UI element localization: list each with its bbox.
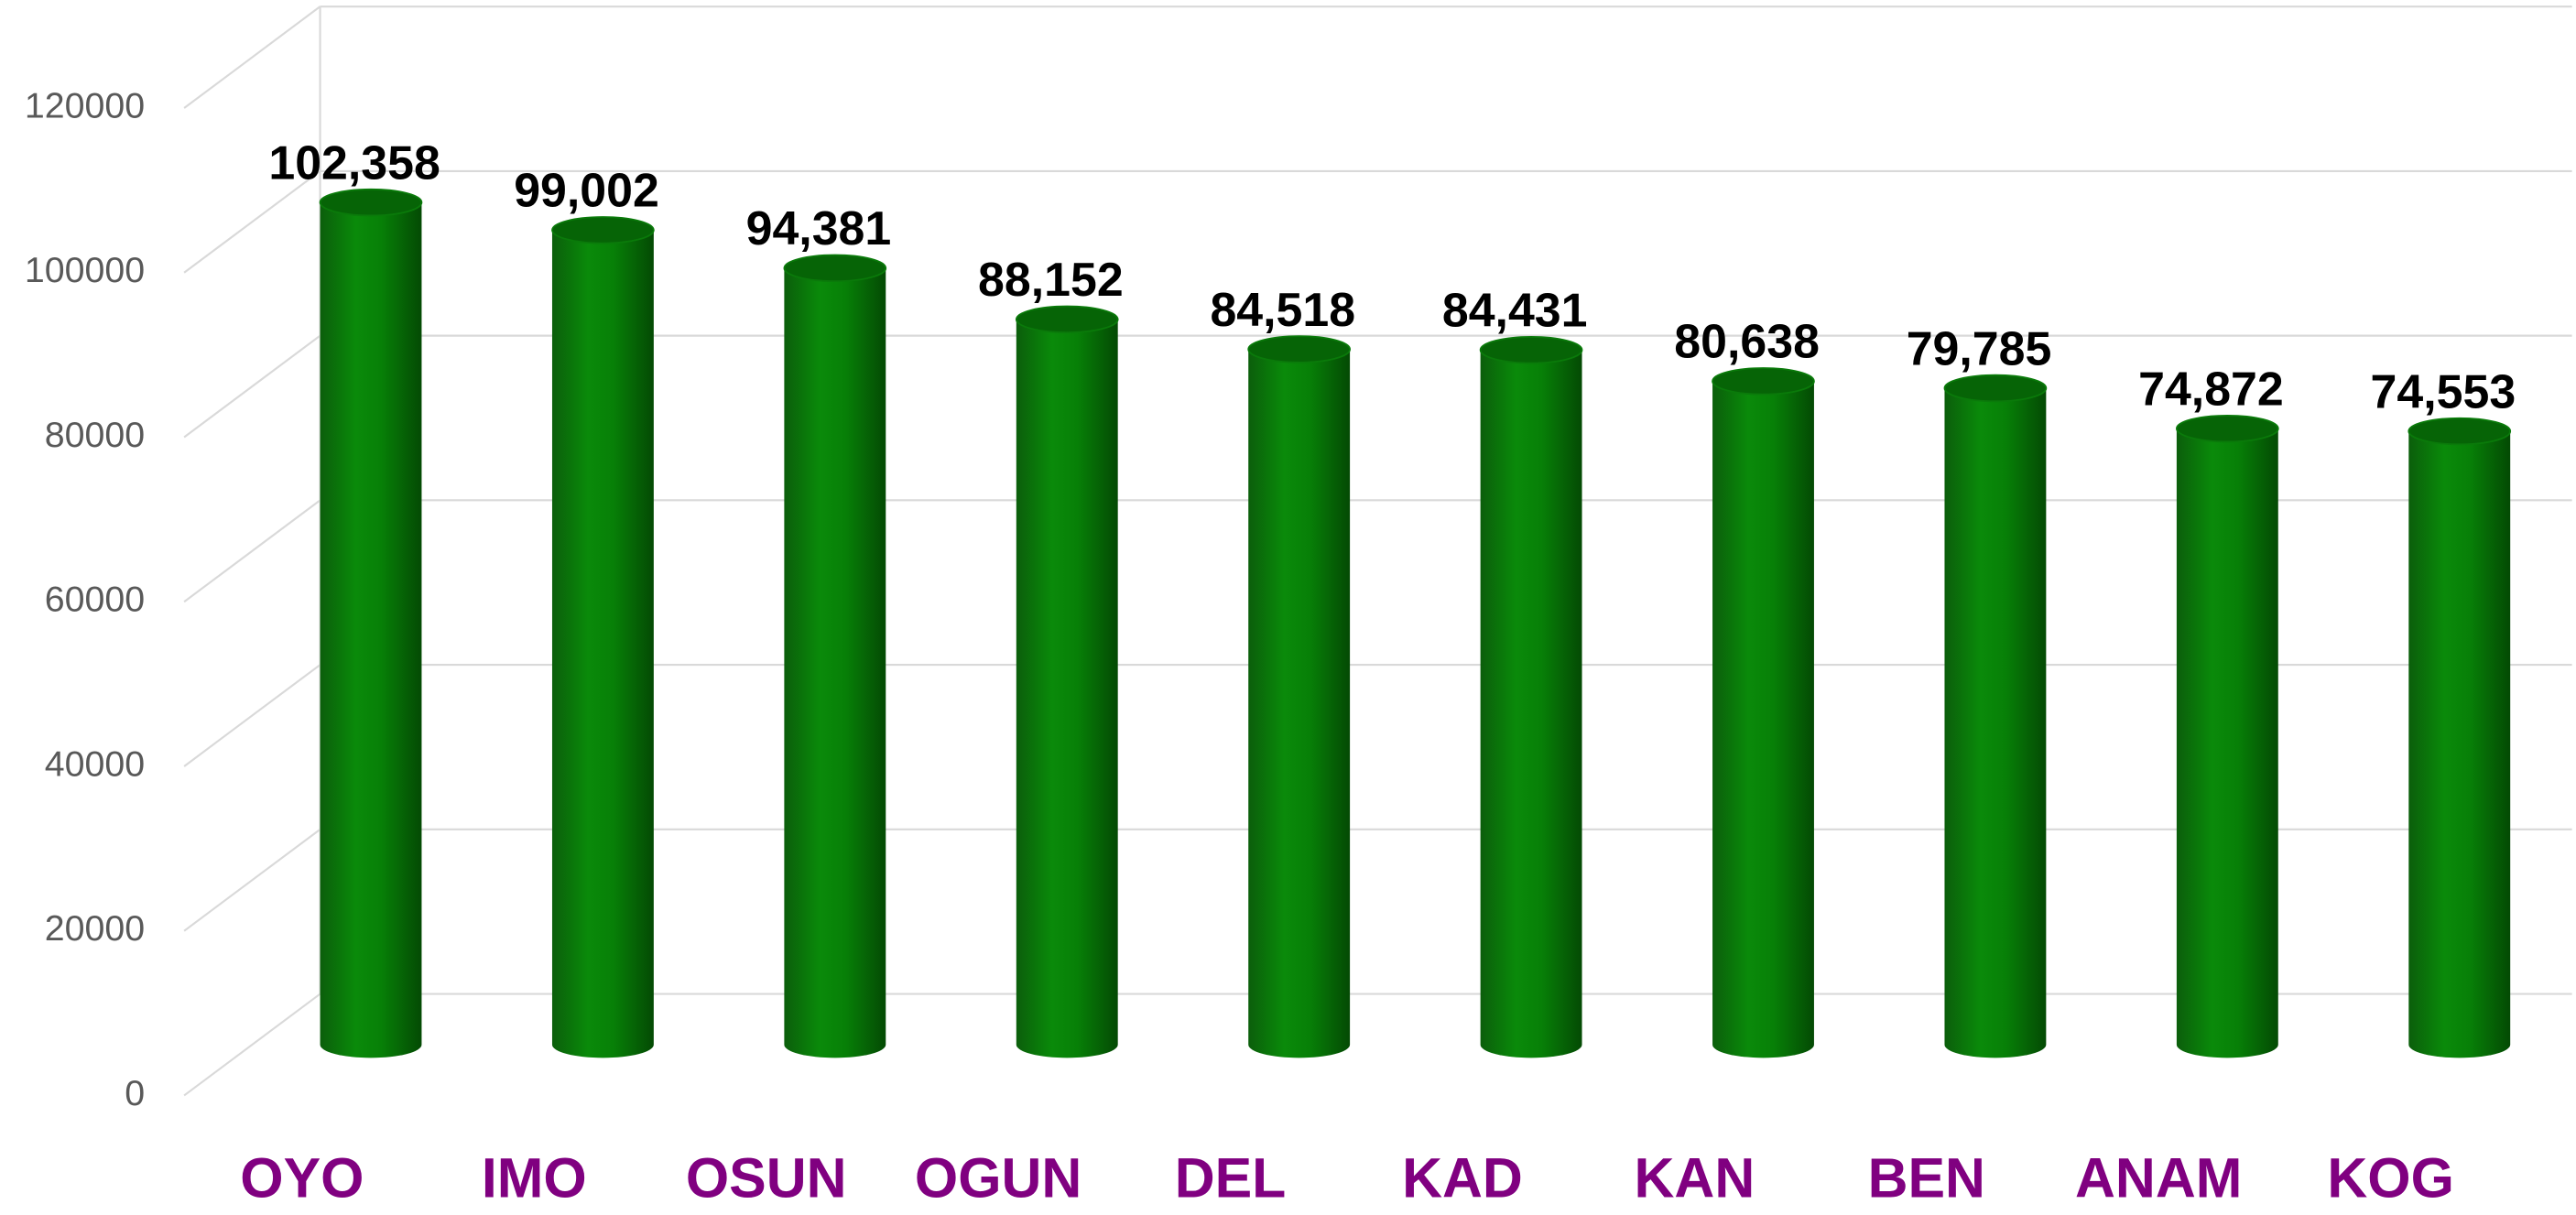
y-tick-label: 60000: [45, 580, 145, 620]
bar-top: [551, 216, 655, 244]
grid-line-depth: [183, 170, 321, 274]
x-tick-label: OYO: [240, 1146, 364, 1209]
bar-top: [2408, 417, 2512, 446]
data-label: 88,152: [978, 253, 1124, 306]
grid-line-depth: [183, 828, 321, 932]
grid-line-depth: [183, 5, 321, 109]
data-label: 79,785: [1907, 321, 2052, 374]
bar: [784, 267, 886, 1058]
bar: [551, 230, 654, 1058]
bar-top: [783, 254, 887, 283]
x-tick-label: KAD: [1402, 1146, 1523, 1209]
bar: [2176, 429, 2278, 1058]
grid-line-depth: [183, 334, 321, 439]
x-tick-label: OSUN: [686, 1146, 847, 1209]
data-label: 102,358: [268, 136, 440, 189]
x-tick-label: DEL: [1175, 1146, 1287, 1209]
x-tick-label: BEN: [1868, 1146, 1985, 1209]
bar-top: [319, 188, 423, 217]
y-tick-label: 0: [125, 1073, 145, 1113]
x-tick-label: KAN: [1635, 1146, 1755, 1209]
x-tick-label: ANAM: [2075, 1146, 2242, 1209]
data-label: 84,518: [1210, 283, 1355, 336]
grid-line-depth: [183, 993, 321, 1097]
data-label: 84,431: [1442, 284, 1588, 337]
bar-top: [2175, 414, 2279, 443]
y-tick-label: 100000: [25, 250, 145, 290]
x-tick-label: OGUN: [915, 1146, 1081, 1209]
bar: [1016, 319, 1118, 1058]
bar-top: [1712, 367, 1815, 396]
bar-top: [1015, 305, 1119, 334]
data-label: 74,553: [2371, 364, 2516, 418]
data-label: 94,381: [746, 201, 892, 255]
grid-line-depth: [183, 499, 321, 603]
data-label: 74,872: [2138, 363, 2284, 416]
bar-top: [1943, 374, 2048, 403]
bar: [1480, 350, 1582, 1058]
y-tick-label: 120000: [25, 85, 145, 125]
bar-top: [1479, 336, 1583, 364]
x-tick-label: IMO: [482, 1146, 587, 1209]
y-tick-label: 40000: [45, 743, 145, 784]
x-tick-label: KOG: [2327, 1146, 2454, 1209]
y-tick-label: 20000: [45, 908, 145, 949]
bar-top: [1247, 335, 1351, 363]
data-label: 80,638: [1674, 315, 1820, 368]
bar: [1712, 381, 1814, 1058]
data-label: 99,002: [514, 164, 659, 217]
bar: [2408, 431, 2511, 1058]
bar: [320, 202, 422, 1058]
bar: [1944, 387, 2047, 1058]
bar: [1248, 349, 1351, 1058]
grid-line-depth: [183, 664, 321, 767]
y-tick-label: 80000: [45, 415, 145, 455]
